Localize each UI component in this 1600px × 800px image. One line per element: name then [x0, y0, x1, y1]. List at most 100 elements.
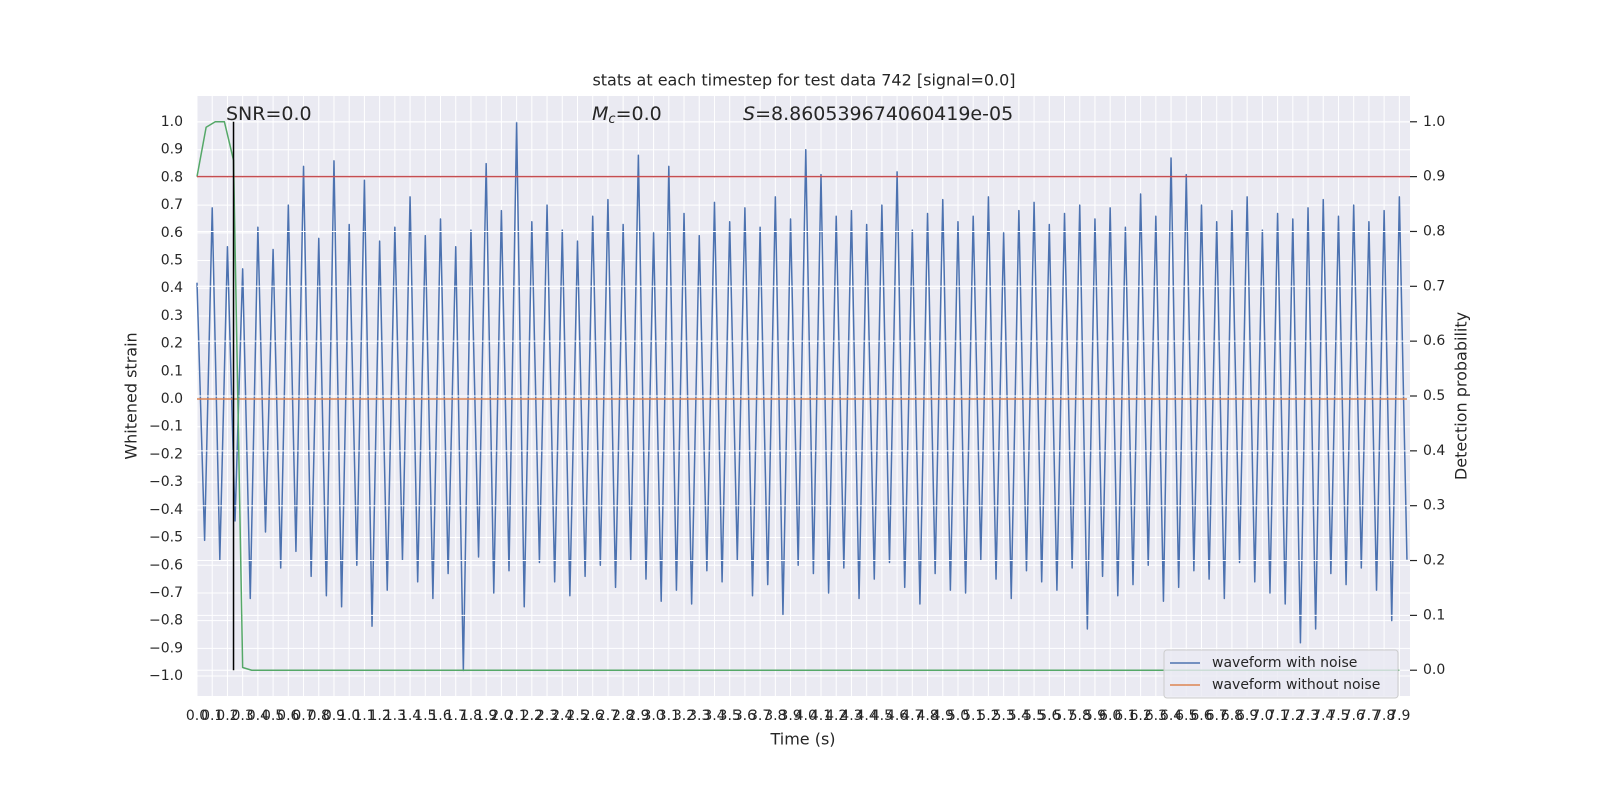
x-tick-label: 1.9 [475, 708, 497, 724]
x-tick-label: 0.5 [262, 708, 284, 724]
x-tick-label: 4.2 [825, 708, 847, 724]
series-line [196, 121, 1408, 672]
x-tick-label: 2.1 [505, 708, 527, 724]
x-tick-label: 0.9 [323, 708, 345, 724]
x-tick-label: 1.5 [414, 708, 436, 724]
y-tick-label: −0.9 [149, 640, 183, 656]
x-tick-label: 1.2 [369, 708, 391, 724]
x-tick-label: 7.7 [1358, 708, 1380, 724]
y2-tick-label: 0.3 [1423, 498, 1445, 514]
x-tick-label: 6.2 [1129, 708, 1151, 724]
y-tick-label: 0.8 [161, 169, 183, 185]
x-tick-label: 6.3 [1145, 708, 1167, 724]
x-tick-label: 6.5 [1175, 708, 1197, 724]
x-tick-label: 7.5 [1327, 708, 1349, 724]
x-tick-label: 6.6 [1190, 708, 1212, 724]
x-tick-label: 5.7 [1053, 708, 1075, 724]
y2-tick-label: 0.2 [1423, 553, 1445, 569]
x-tick-label: 4.6 [886, 708, 908, 724]
y-tick-label: −0.1 [149, 419, 183, 435]
series-line [196, 121, 1400, 671]
y2-tick-label: 0.4 [1423, 443, 1445, 459]
x-tick-label: 1.3 [384, 708, 406, 724]
x-tick-label: 2.4 [551, 708, 573, 724]
x-tick-label: 3.9 [779, 708, 801, 724]
y-tick-label: 0.4 [161, 280, 183, 296]
chart-title: stats at each timestep for test data 742… [592, 71, 1015, 90]
x-tick-label: 3.3 [688, 708, 710, 724]
x-tick-label: 2.6 [582, 708, 604, 724]
y2-tick-label: 0.7 [1423, 278, 1445, 294]
y-tick-label: 1.0 [161, 114, 183, 130]
x-tick-label: 3.2 [673, 708, 695, 724]
x-tick-label: 6.4 [1160, 708, 1182, 724]
x-tick-label: 0.3 [232, 708, 254, 724]
y-axis-label: Whitened strain [122, 332, 141, 459]
x-tick-label: 3.8 [764, 708, 786, 724]
x-tick-label: 7.0 [1251, 708, 1273, 724]
x-tick-label: 0.1 [201, 708, 223, 724]
x-tick-label: 5.9 [1084, 708, 1106, 724]
x-tick-label: 5.5 [1023, 708, 1045, 724]
x-tick-label: 0.4 [247, 708, 269, 724]
x-tick-label: 1.1 [353, 708, 375, 724]
x-tick-label: 0.7 [292, 708, 314, 724]
x-tick-label: 4.0 [795, 708, 817, 724]
x-tick-label: 2.8 [612, 708, 634, 724]
annotation-text: =0.0 [616, 103, 662, 125]
y2-tick-label: 0.6 [1423, 333, 1445, 349]
y-tick-label: −0.5 [149, 530, 183, 546]
x-tick-label: 7.8 [1373, 708, 1395, 724]
x-tick-label: 3.7 [749, 708, 771, 724]
y2-tick-label: 0.5 [1423, 388, 1445, 404]
x-tick-label: 7.6 [1343, 708, 1365, 724]
x-tick-label: 7.1 [1266, 708, 1288, 724]
x-tick-label: 5.4 [1008, 708, 1030, 724]
y-tick-label: 0.5 [161, 253, 183, 269]
x-tick-label: 6.9 [1236, 708, 1258, 724]
y-tick-label: 0.0 [161, 391, 183, 407]
x-tick-label: 3.0 [642, 708, 664, 724]
x-tick-label: 3.1 [658, 708, 680, 724]
y2-tick-label: 0.1 [1423, 607, 1445, 623]
annotation-text: =8.860539674060419e-05 [755, 103, 1013, 125]
x-tick-label: 0.6 [277, 708, 299, 724]
y-tick-label: −0.7 [149, 585, 183, 601]
x-tick-label: 5.8 [1069, 708, 1091, 724]
x-axis-label: Time (s) [769, 730, 835, 749]
y2-axis-label: Detection probability [1452, 312, 1471, 480]
annotation-symbol: M [592, 103, 608, 125]
x-tick-label: 7.4 [1312, 708, 1334, 724]
x-tick-label: 5.6 [1038, 708, 1060, 724]
annotation-subscript: c [608, 112, 615, 127]
x-tick-label: 4.4 [856, 708, 878, 724]
legend-box [1163, 649, 1399, 699]
y-tick-label: −0.2 [149, 446, 183, 462]
x-tick-label: 4.7 [901, 708, 923, 724]
y-tick-label: −0.4 [149, 502, 183, 518]
annotation: SNR=0.0 [226, 103, 312, 125]
x-tick-label: 7.2 [1282, 708, 1304, 724]
x-tick-label: 0.0 [186, 708, 208, 724]
x-tick-label: 1.7 [445, 708, 467, 724]
x-tick-label: 6.8 [1221, 708, 1243, 724]
x-tick-label: 6.1 [1114, 708, 1136, 724]
annotation: S=8.860539674060419e-05 [743, 103, 1013, 125]
x-tick-label: 5.1 [962, 708, 984, 724]
y-tick-label: 0.7 [161, 197, 183, 213]
y-tick-label: 0.1 [161, 363, 183, 379]
x-tick-label: 7.9 [1388, 708, 1410, 724]
x-tick-label: 3.4 [703, 708, 725, 724]
annotation: Mc=0.0 [592, 103, 662, 127]
y-tick-label: 0.2 [161, 336, 183, 352]
x-tick-label: 1.0 [338, 708, 360, 724]
x-tick-label: 2.3 [536, 708, 558, 724]
x-tick-label: 1.6 [429, 708, 451, 724]
x-tick-label: 3.6 [734, 708, 756, 724]
legend-label: waveform with noise [1212, 655, 1357, 671]
x-tick-label: 4.5 [871, 708, 893, 724]
y-tick-label: −1.0 [149, 668, 183, 684]
x-tick-label: 4.9 [932, 708, 954, 724]
x-tick-label: 0.8 [308, 708, 330, 724]
